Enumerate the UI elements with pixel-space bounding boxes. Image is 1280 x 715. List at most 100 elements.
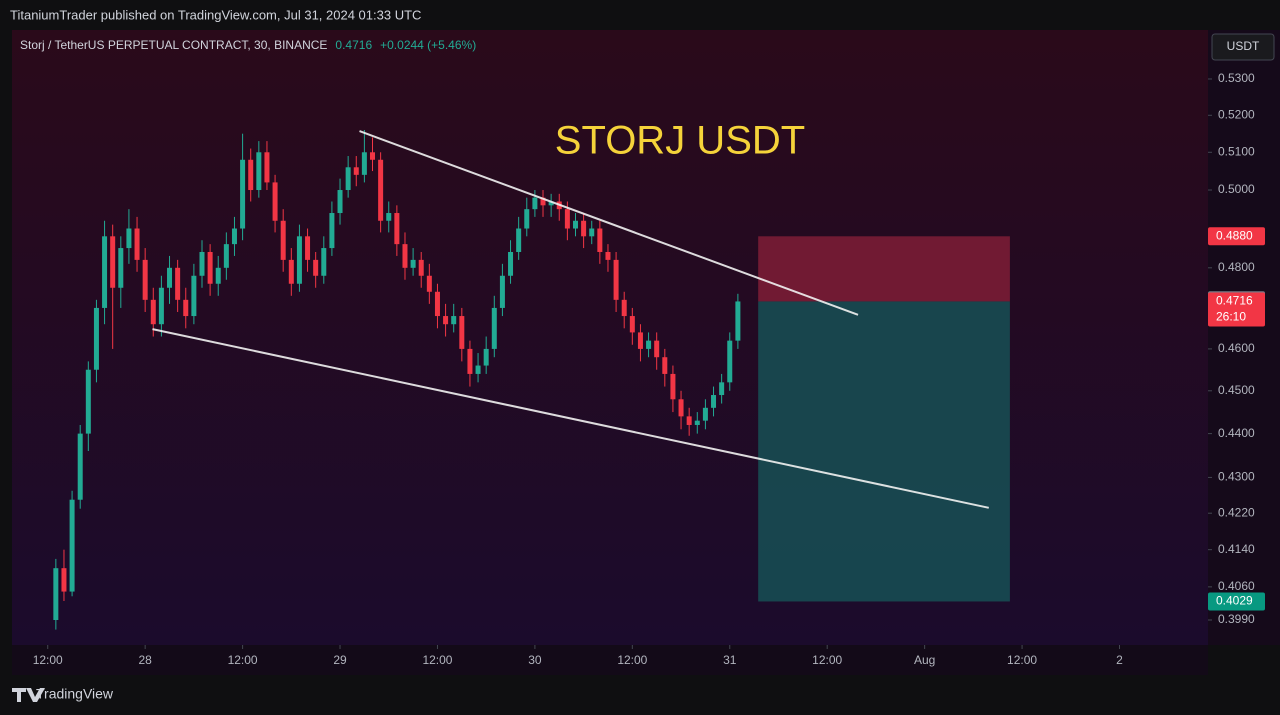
candle-body <box>483 348 489 366</box>
candle-body <box>69 499 75 592</box>
candle-body <box>280 220 286 260</box>
publish-info: TitaniumTrader published on TradingView.… <box>10 7 421 22</box>
x-tick-label: 30 <box>528 653 542 667</box>
y-tick-label: 0.4400 <box>1218 426 1255 440</box>
time-axis <box>12 645 1208 675</box>
y-tick-label: 0.4300 <box>1218 470 1255 484</box>
candle-body <box>361 152 367 175</box>
target-zone <box>758 301 1010 602</box>
price-label-text: 0.4029 <box>1216 594 1253 608</box>
candle-body <box>540 197 546 206</box>
trend-line <box>152 328 989 509</box>
candle-body <box>175 267 181 300</box>
candle-body <box>394 213 400 245</box>
candle-body <box>686 416 692 425</box>
candle-body <box>61 568 67 592</box>
candle-body <box>142 259 148 300</box>
y-tick-label: 0.5200 <box>1218 107 1255 121</box>
candle-body <box>646 340 652 349</box>
price-label-box <box>1208 592 1265 611</box>
y-tick-label: 0.4500 <box>1218 383 1255 397</box>
logo-icon <box>12 688 45 702</box>
y-tick-label: 0.4060 <box>1218 579 1255 593</box>
candle-body <box>329 213 335 249</box>
candle-body <box>727 340 733 383</box>
candle-body <box>85 369 91 434</box>
candle-body <box>264 152 270 183</box>
x-tick-label: 2 <box>1116 653 1123 667</box>
candle-body <box>118 248 124 288</box>
y-tick-label: 0.5100 <box>1218 144 1255 158</box>
candle-body <box>678 399 684 417</box>
price-label-text: 0.4716 <box>1216 294 1253 308</box>
candle-body <box>499 275 505 308</box>
candle-body <box>467 348 473 374</box>
candle-body <box>402 244 408 268</box>
symbol-info: Storj / TetherUS PERPETUAL CONTRACT, 30,… <box>20 38 476 52</box>
candle-body <box>572 220 578 229</box>
candle-body <box>231 228 237 245</box>
candle-body <box>102 236 108 308</box>
candle-body <box>662 357 668 374</box>
candle-body <box>191 275 197 317</box>
candle-body <box>199 251 205 276</box>
candle-body <box>694 420 700 425</box>
candle-body <box>719 382 725 396</box>
candle-body <box>305 236 311 260</box>
candle-body <box>378 159 384 221</box>
candle-body <box>410 259 416 268</box>
countdown: 26:10 <box>1216 310 1246 324</box>
candle-body <box>516 228 522 252</box>
candle-body <box>581 220 587 237</box>
candle-body <box>508 251 514 276</box>
y-tick-label: 0.4220 <box>1218 505 1255 519</box>
x-tick-label: 12:00 <box>228 653 258 667</box>
candle-body <box>134 228 140 260</box>
last-price: 0.4716 <box>335 38 372 52</box>
price-label-box <box>1208 227 1265 246</box>
candle-body <box>77 433 83 500</box>
x-tick-label: 12:00 <box>33 653 63 667</box>
x-tick-label: 31 <box>723 653 737 667</box>
x-tick-label: 12:00 <box>812 653 842 667</box>
x-tick-label: 12:00 <box>422 653 452 667</box>
x-tick-label: 12:00 <box>1007 653 1037 667</box>
candle-body <box>426 275 432 292</box>
candle-body <box>345 167 351 191</box>
candle-body <box>605 251 611 260</box>
price-axis <box>1208 30 1280 645</box>
candle-body <box>597 228 603 252</box>
currency-button[interactable] <box>1211 33 1275 61</box>
candle-body <box>629 316 635 333</box>
candle-body <box>735 301 741 341</box>
candle-body <box>418 259 424 276</box>
candle-body <box>434 291 440 317</box>
candle-body <box>256 152 262 191</box>
y-tick-label: 0.4140 <box>1218 542 1255 556</box>
candle-body <box>288 259 294 284</box>
candle-body <box>110 236 116 288</box>
candle-body <box>240 159 246 229</box>
candle-body <box>150 299 156 325</box>
candle-body <box>532 197 538 210</box>
candle-body <box>296 236 302 284</box>
candle-body <box>313 259 319 276</box>
candle-body <box>491 307 497 349</box>
logo-text: TradingView <box>36 686 114 702</box>
candle-body <box>613 259 619 300</box>
candle-body <box>215 267 221 284</box>
x-tick-label: 12:00 <box>617 653 647 667</box>
candle-body <box>524 209 530 229</box>
price-change: +0.0244 (+5.46%) <box>380 38 476 52</box>
candle-body <box>126 228 132 249</box>
candle-body <box>621 299 627 317</box>
candle-body <box>158 287 164 325</box>
currency-label[interactable]: USDT <box>1227 39 1260 53</box>
candle-body <box>53 568 59 621</box>
candle-body <box>337 190 343 214</box>
x-tick-label: Aug <box>914 653 935 667</box>
candle-body <box>321 248 327 276</box>
candle-body <box>702 407 708 421</box>
candle-body <box>589 228 595 237</box>
stop-zone <box>758 236 1010 302</box>
